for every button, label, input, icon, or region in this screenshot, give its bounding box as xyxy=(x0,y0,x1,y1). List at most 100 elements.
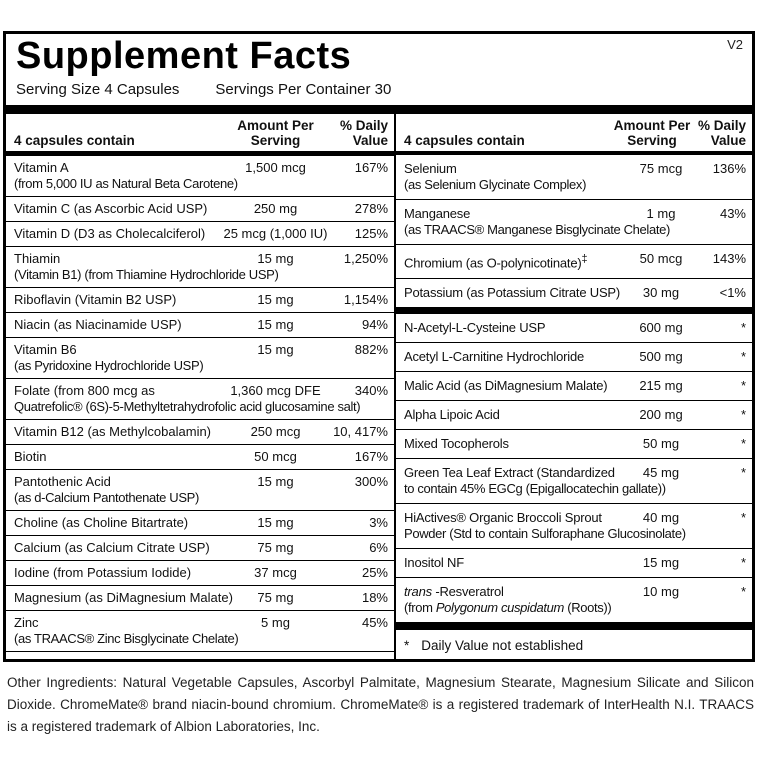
amount-value: 5 mg xyxy=(261,615,290,631)
table-row: Malic Acid (as DiMagnesium Malate) 215 m… xyxy=(396,372,752,402)
daily-value: * xyxy=(740,378,746,394)
amount-value: 50 mcg xyxy=(639,251,683,267)
amount-value: 500 mg xyxy=(639,349,683,365)
table-row: Zinc 5 mg 45% (as TRAACS® Zinc Bisglycin… xyxy=(6,611,394,653)
daily-value: 10, 417% xyxy=(333,424,388,440)
section-divider-bar xyxy=(396,306,752,315)
section-divider-bar xyxy=(396,622,752,630)
daily-value: 25% xyxy=(361,565,388,581)
daily-value: 300% xyxy=(354,474,388,490)
daily-value: * xyxy=(740,436,746,452)
nutrient-name: Potassium (as Potassium Citrate USP) xyxy=(404,284,621,300)
nutrient-subtext: Quatrefolic® (6S)-5-Methyltetrahydrofoli… xyxy=(14,399,361,415)
nutrient-name: Magnesium (as DiMagnesium Malate) xyxy=(14,590,233,606)
nutrient-name: Inositol NF xyxy=(404,555,464,571)
amount-value: 1,500 mcg xyxy=(245,160,306,176)
table-row: Manganese 1 mg 43% (as TRAACS® Manganese… xyxy=(396,200,752,246)
amount-value: 50 mcg xyxy=(254,449,297,465)
nutrient-name: Niacin (as Niacinamide USP) xyxy=(14,317,182,333)
nutrient-subtext: Powder (Std to contain Sulforaphane Gluc… xyxy=(404,526,686,542)
daily-value: 278% xyxy=(354,201,388,217)
column-header-amount: Amount Per Serving xyxy=(613,117,691,148)
amount-value: 215 mg xyxy=(639,378,683,394)
footnote-text: Daily Value not established xyxy=(421,637,584,653)
column-header-dv: % Daily Value xyxy=(697,117,746,148)
table-row: Vitamin B6 15 mg 882% (as Pyridoxine Hyd… xyxy=(6,338,394,380)
table-row: Inositol NF 15 mg * xyxy=(396,549,752,579)
amount-value: 200 mg xyxy=(639,407,683,423)
nutrient-name: Biotin xyxy=(14,449,47,465)
right-column-header: 4 capsules contain Amount Per Serving % … xyxy=(396,114,752,151)
daily-value: 882% xyxy=(354,342,388,358)
nutrient-name: HiActives® Organic Broccoli Sprout xyxy=(404,510,602,526)
nutrient-subtext: (Vitamin B1) (from Thiamine Hydrochlorid… xyxy=(14,267,279,283)
column-header-contain: 4 capsules contain xyxy=(14,133,135,148)
column-header-contain: 4 capsules contain xyxy=(404,133,525,148)
nutrient-subtext: (from Polygonum cuspidatum (Roots)) xyxy=(404,600,612,616)
amount-value: 250 mg xyxy=(253,201,298,217)
daily-value: 1,154% xyxy=(343,292,388,308)
daily-value: 3% xyxy=(369,515,388,531)
header-divider-bar xyxy=(396,150,752,156)
table-row: Potassium (as Potassium Citrate USP) 30 … xyxy=(396,279,752,307)
table-row: Vitamin D (D3 as Cholecalciferol) 25 mcg… xyxy=(6,222,394,248)
daily-value: * xyxy=(740,555,746,571)
nutrient-name: Calcium (as Calcium Citrate USP) xyxy=(14,540,210,556)
nutrient-subtext: (as d-Calcium Pantothenate USP) xyxy=(14,490,199,506)
daily-value: 18% xyxy=(361,590,388,606)
table-row: Choline (as Choline Bitartrate) 15 mg 3% xyxy=(6,511,394,537)
table-row: Pantothenic Acid 15 mg 300% (as d-Calciu… xyxy=(6,470,394,512)
table-row: Biotin 50 mcg 167% xyxy=(6,445,394,471)
amount-value: 15 mg xyxy=(257,251,294,267)
daily-value: * xyxy=(740,510,746,526)
nutrient-name: Selenium xyxy=(404,161,457,177)
daily-value: 136% xyxy=(712,161,746,177)
version-tag: V2 xyxy=(727,37,743,52)
nutrient-name: Chromium (as O-polynicotinate)‡ xyxy=(404,253,588,271)
table-row: Alpha Lipoic Acid 200 mg * xyxy=(396,401,752,431)
other-ingredients-text: Other Ingredients: Natural Vegetable Cap… xyxy=(7,675,754,734)
amount-value: 75 mg xyxy=(257,540,294,556)
daily-value: 45% xyxy=(361,615,388,631)
table-row: Riboflavin (Vitamin B2 USP) 15 mg 1,154% xyxy=(6,288,394,314)
servings-per-container-label: Servings Per Container 30 xyxy=(215,80,392,98)
right-column: 4 capsules contain Amount Per Serving % … xyxy=(396,114,752,659)
nutrient-name: Riboflavin (Vitamin B2 USP) xyxy=(14,292,177,308)
table-row: Calcium (as Calcium Citrate USP) 75 mg 6… xyxy=(6,536,394,562)
nutrient-subtext: (as Pyridoxine Hydrochloride USP) xyxy=(14,358,204,374)
table-row: Vitamin C (as Ascorbic Acid USP) 250 mg … xyxy=(6,197,394,223)
left-column: 4 capsules contain Amount Per Serving % … xyxy=(6,113,396,659)
amount-value: 1,360 mcg DFE xyxy=(230,383,321,399)
nutrient-subtext: to contain 45% EGCg (Epigallocatechin ga… xyxy=(404,481,666,497)
daily-value: * xyxy=(740,349,746,365)
nutrient-name: Mixed Tocopherols xyxy=(404,436,509,452)
table-row: HiActives® Organic Broccoli Sprout 40 mg… xyxy=(396,504,752,550)
amount-value: 15 mg xyxy=(257,515,294,531)
daily-value: <1% xyxy=(719,284,746,300)
daily-value: 125% xyxy=(354,226,388,242)
nutrient-subtext: (as Selenium Glycinate Complex) xyxy=(404,177,587,193)
amount-value: 15 mg xyxy=(257,292,294,308)
amount-value: 37 mcg xyxy=(254,565,297,581)
table-row: N-Acetyl-L-Cysteine USP 600 mg * xyxy=(396,314,752,344)
nutrient-name: Pantothenic Acid xyxy=(14,474,111,490)
amount-value: 15 mg xyxy=(257,474,294,490)
serving-info: Serving Size 4 Capsules Servings Per Con… xyxy=(6,77,752,105)
table-row: Selenium 75 mcg 136% (as Selenium Glycin… xyxy=(396,155,752,201)
table-row: Niacin (as Niacinamide USP) 15 mg 94% xyxy=(6,313,394,339)
daily-value: 167% xyxy=(354,449,388,465)
table-row: Iodine (from Potassium Iodide) 37 mcg 25… xyxy=(6,561,394,587)
table-row: Chromium (as O-polynicotinate)‡ 50 mcg 1… xyxy=(396,245,752,279)
panel-title: Supplement Facts xyxy=(16,35,352,77)
table-row: Green Tea Leaf Extract (Standardized 45 … xyxy=(396,459,752,505)
column-header-dv: % Daily Value xyxy=(339,117,388,148)
nutrient-name: Manganese xyxy=(404,206,471,222)
table-row: Mixed Tocopherols 50 mg * xyxy=(396,430,752,460)
nutrient-name: Vitamin B12 (as Methylcobalamin) xyxy=(14,424,212,440)
daily-value: * xyxy=(740,584,746,600)
nutrient-subtext: (as TRAACS® Zinc Bisglycinate Chelate) xyxy=(14,631,239,647)
facts-columns: 4 capsules contain Amount Per Serving % … xyxy=(6,113,752,659)
supplement-facts-panel: V2 Supplement Facts Serving Size 4 Capsu… xyxy=(3,31,755,662)
footnote-marker: * xyxy=(404,637,410,653)
nutrient-name: trans -Resveratrol xyxy=(404,584,504,600)
